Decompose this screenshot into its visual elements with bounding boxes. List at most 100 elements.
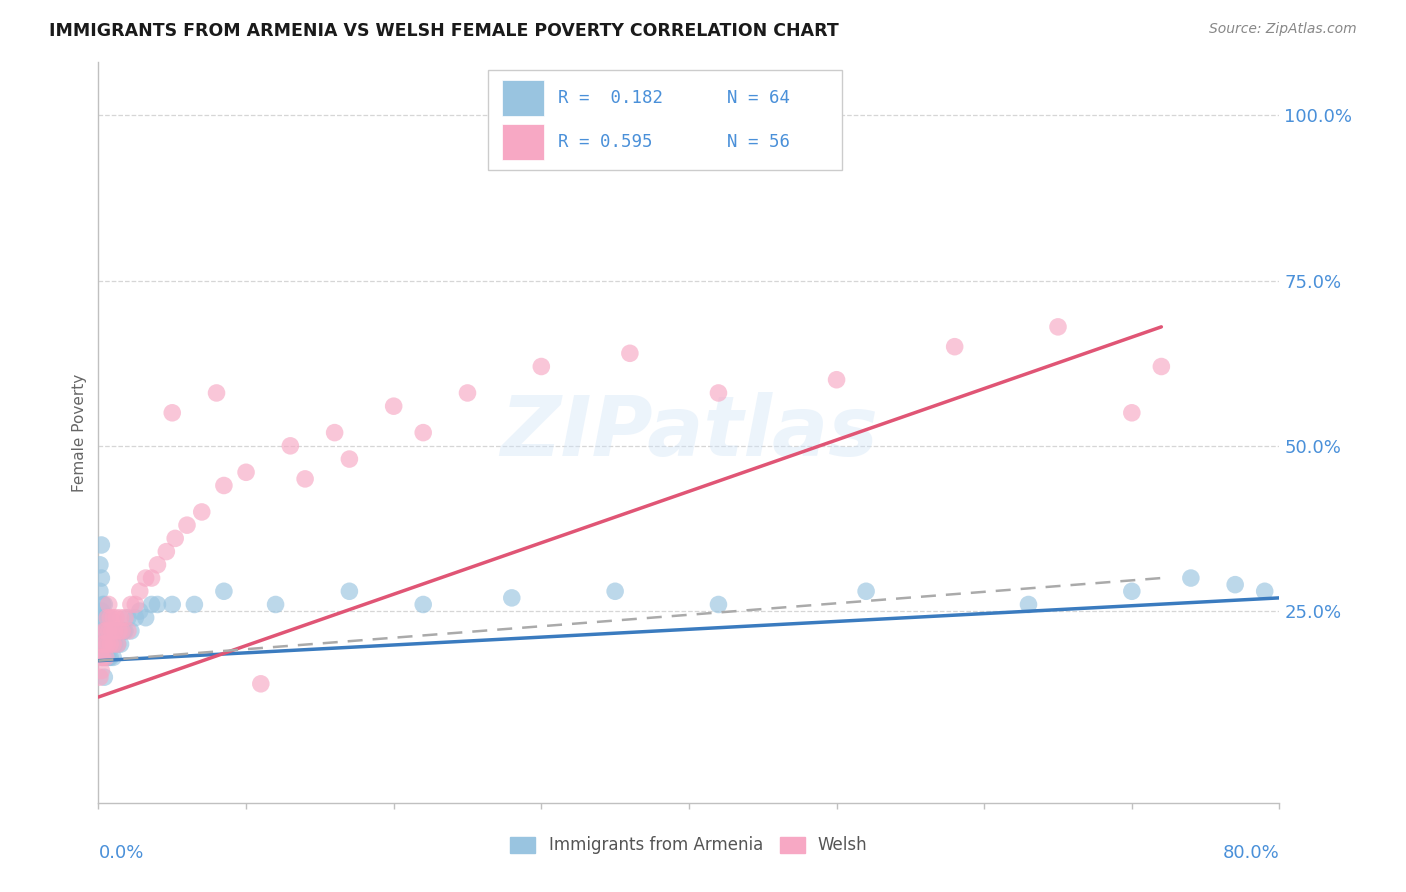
Point xyxy=(98,624,121,638)
Point xyxy=(212,584,235,599)
Point xyxy=(110,611,132,625)
Text: 80.0%: 80.0% xyxy=(1223,844,1279,862)
Point xyxy=(111,624,134,638)
Point xyxy=(155,544,177,558)
Point xyxy=(103,650,125,665)
Point xyxy=(264,598,287,612)
FancyBboxPatch shape xyxy=(502,124,544,160)
Point xyxy=(90,571,112,585)
Point xyxy=(135,571,157,585)
Point xyxy=(93,598,115,612)
Point xyxy=(103,637,125,651)
Point xyxy=(855,584,877,599)
Point xyxy=(103,611,125,625)
Point xyxy=(501,591,523,605)
Point xyxy=(107,637,129,651)
Point xyxy=(825,373,848,387)
Point xyxy=(96,611,118,625)
Text: N = 56: N = 56 xyxy=(727,133,790,151)
Point xyxy=(120,624,142,638)
Point xyxy=(117,611,139,625)
Text: R = 0.595: R = 0.595 xyxy=(558,133,652,151)
Point xyxy=(104,637,127,651)
Point xyxy=(191,505,214,519)
Point xyxy=(97,624,120,638)
Point xyxy=(93,670,115,684)
Point xyxy=(128,604,150,618)
Point xyxy=(112,624,135,638)
Point xyxy=(457,386,479,401)
Point xyxy=(294,472,316,486)
FancyBboxPatch shape xyxy=(502,80,544,116)
Point xyxy=(323,425,346,440)
Point xyxy=(94,650,117,665)
Text: 0.0%: 0.0% xyxy=(98,844,143,862)
Point xyxy=(104,624,127,638)
Point xyxy=(96,650,118,665)
Legend: Immigrants from Armenia, Welsh: Immigrants from Armenia, Welsh xyxy=(503,830,875,861)
Point xyxy=(97,650,120,665)
Point xyxy=(146,558,169,572)
Point xyxy=(280,439,302,453)
Point xyxy=(339,584,361,599)
Point xyxy=(100,624,122,638)
Point xyxy=(91,611,114,625)
Point xyxy=(124,598,146,612)
Point xyxy=(105,611,128,625)
Point xyxy=(93,650,115,665)
Point xyxy=(1121,584,1143,599)
Point xyxy=(250,677,273,691)
Point xyxy=(212,478,235,492)
Point xyxy=(107,637,129,651)
Point xyxy=(128,584,150,599)
Point xyxy=(89,558,111,572)
Point xyxy=(90,538,112,552)
Point xyxy=(94,611,117,625)
Point xyxy=(89,670,111,684)
Point xyxy=(96,637,118,651)
Point xyxy=(114,624,136,638)
Point xyxy=(94,624,117,638)
Point xyxy=(97,624,120,638)
Point xyxy=(412,598,434,612)
Point xyxy=(108,624,131,638)
Point xyxy=(111,624,134,638)
Point xyxy=(605,584,627,599)
Point xyxy=(91,650,114,665)
Point xyxy=(707,598,730,612)
Point xyxy=(91,650,114,665)
Point xyxy=(89,584,111,599)
Point xyxy=(619,346,641,360)
Point xyxy=(91,598,114,612)
Point xyxy=(108,624,131,638)
Point xyxy=(100,624,122,638)
Point xyxy=(1018,598,1040,612)
Point xyxy=(205,386,228,401)
Point xyxy=(98,611,121,625)
Text: N = 64: N = 64 xyxy=(727,89,790,107)
Point xyxy=(93,637,115,651)
Point xyxy=(162,406,183,420)
Point xyxy=(110,637,132,651)
Point xyxy=(105,624,128,638)
Point xyxy=(90,624,112,638)
Text: ZIPatlas: ZIPatlas xyxy=(501,392,877,473)
Text: IMMIGRANTS FROM ARMENIA VS WELSH FEMALE POVERTY CORRELATION CHART: IMMIGRANTS FROM ARMENIA VS WELSH FEMALE … xyxy=(49,22,839,40)
Point xyxy=(90,664,112,678)
Point xyxy=(146,598,169,612)
Point xyxy=(176,518,198,533)
Point xyxy=(235,465,257,479)
Point xyxy=(114,611,136,625)
Point xyxy=(93,637,115,651)
Point xyxy=(141,598,163,612)
Point xyxy=(530,359,553,374)
Point xyxy=(96,637,118,651)
Point xyxy=(90,650,112,665)
Point xyxy=(98,637,121,651)
Point xyxy=(135,611,157,625)
Text: R =  0.182: R = 0.182 xyxy=(558,89,662,107)
Point xyxy=(104,624,127,638)
Point xyxy=(141,571,163,585)
Point xyxy=(96,611,118,625)
Point xyxy=(707,386,730,401)
